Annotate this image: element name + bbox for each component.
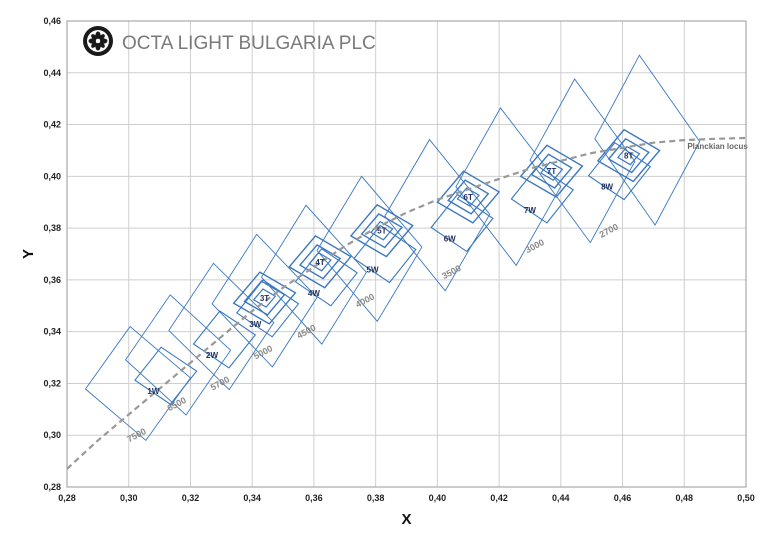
y-tick-label: 0,38 <box>43 223 61 233</box>
w-bin-quad <box>430 193 494 253</box>
bin-label: 5T <box>377 227 386 236</box>
bin-label: 8T <box>624 152 633 161</box>
x-tick-label: 0,46 <box>614 493 632 503</box>
bin-label: 5W <box>367 266 379 275</box>
t-bin-quad-mid <box>607 137 650 174</box>
y-tick-label: 0,36 <box>43 275 61 285</box>
octa-logo-icon <box>83 26 113 56</box>
w-bin-quad <box>353 224 417 284</box>
y-tick-label: 0,32 <box>43 378 61 388</box>
x-tick-label: 0,44 <box>552 493 570 503</box>
planckian-locus <box>66 136 747 470</box>
y-tick-label: 0,34 <box>43 327 61 337</box>
y-axis-label: Y <box>20 249 37 259</box>
outer-bin-quad <box>316 175 423 323</box>
y-tick-label: 0,46 <box>43 16 61 26</box>
w-bin-quad <box>587 141 652 201</box>
w-bin-quad <box>134 346 198 405</box>
brand-name: OCTA LIGHT BULGARIA PLC <box>122 33 376 54</box>
x-axis-label: X <box>401 511 411 528</box>
t-bin-quad-outer <box>596 128 661 183</box>
t-bin-quad-inner <box>308 251 332 272</box>
x-tick-label: 0,28 <box>58 493 76 503</box>
y-tick-label: 0,40 <box>43 171 61 181</box>
x-tick-label: 0,38 <box>367 493 385 503</box>
planckian-locus-label: Planckian locus <box>687 142 748 151</box>
x-tick-label: 0,30 <box>120 493 138 503</box>
w-bin-quad <box>192 310 257 369</box>
t-bin-quad-mid <box>530 153 573 189</box>
outer-bin-quad <box>260 204 367 345</box>
t-bin-quad-inner <box>370 220 394 241</box>
t-bin-quad-outer <box>519 144 584 198</box>
outer-bin-quad <box>455 107 562 267</box>
t-bin-quad-outer <box>349 203 414 258</box>
bin-label: 7W <box>524 206 536 215</box>
y-tick-label: 0,28 <box>43 482 61 492</box>
bin-label: 4T <box>315 258 324 267</box>
y-tick-label: 0,44 <box>43 68 61 78</box>
bin-label: 3T <box>260 294 269 303</box>
x-tick-label: 0,34 <box>243 493 261 503</box>
bin-label: 8W <box>601 183 613 192</box>
t-bin-quad-mid <box>447 179 490 215</box>
w-bin-quad <box>235 279 300 338</box>
t-bin-quad-outer <box>436 170 501 224</box>
outer-bin-quad <box>168 262 275 391</box>
planckian-locus-curve <box>66 136 747 470</box>
bin-quadrangles <box>84 54 701 442</box>
x-tick-label: 0,42 <box>490 493 508 503</box>
outer-bin-quad <box>84 325 192 442</box>
outer-bin-quad <box>529 78 636 244</box>
plot-frame <box>66 20 747 488</box>
x-tick-label: 0,40 <box>429 493 447 503</box>
outer-bin-quad <box>594 54 701 226</box>
t-bin-quad-outer <box>232 271 297 325</box>
t-bin-quad-mid <box>243 280 286 316</box>
t-bin-quad-outer <box>288 234 352 289</box>
bin-label: 6W <box>444 234 456 243</box>
y-tick-label: 0,42 <box>43 120 61 130</box>
bin-label: 7T <box>547 167 556 176</box>
bin-label: 6T <box>464 193 473 202</box>
t-bin-quad-mid <box>360 213 403 249</box>
outer-bin-quad <box>211 233 318 368</box>
outer-bin-quad <box>384 138 491 292</box>
bin-label: 3W <box>249 320 261 329</box>
x-tick-label: 0,48 <box>676 493 694 503</box>
bin-label: 1W <box>147 387 159 396</box>
x-tick-label: 0,36 <box>305 493 323 503</box>
t-bin-quad-inner <box>616 145 641 166</box>
t-bin-quad-mid <box>298 243 342 280</box>
outer-bin-quad <box>125 294 232 416</box>
y-tick-label: 0,30 <box>43 430 61 440</box>
t-bin-quad-inner <box>456 187 480 207</box>
bin-label: 2W <box>206 351 218 360</box>
x-tick-label: 0,32 <box>182 493 200 503</box>
x-tick-label: 0,50 <box>737 493 755 503</box>
bin-label: 4W <box>308 289 320 298</box>
w-bin-quad <box>510 165 575 224</box>
axes: 0,28 0,30 0,32 0,34 0,36 0,38 0,40 0,42 0,44 0,46… <box>20 16 755 528</box>
t-bin-quad-inner <box>539 161 564 181</box>
